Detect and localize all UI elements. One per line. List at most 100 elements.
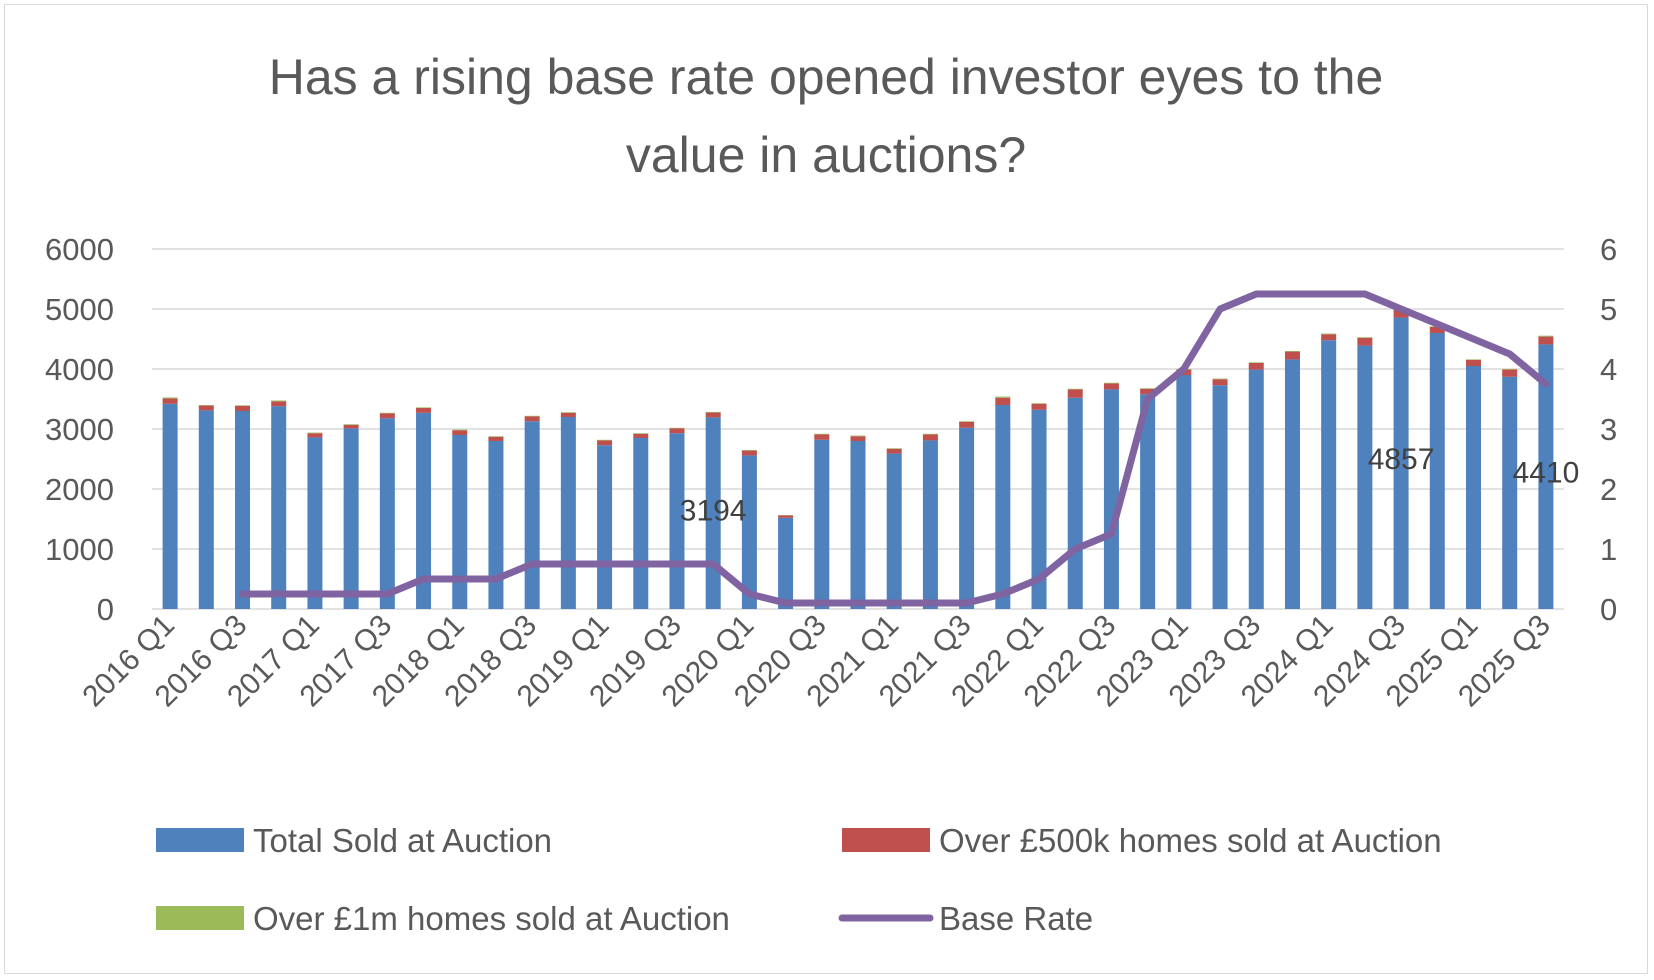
bar-segment-over-500k [669,428,685,434]
bar-segment-over-1m [343,424,359,425]
bar-segment-over-500k [778,515,794,518]
bar-segment-over-1m [850,435,866,437]
bar-segment-over-500k [705,412,721,418]
data-label: 4857 [1368,443,1435,476]
bar-segment-over-500k [1465,360,1481,366]
bar-segment-over-500k [235,405,251,411]
y-tick-label-right: 0 [1600,592,1617,627]
y-tick-label-right: 5 [1600,292,1617,327]
y-tick-label-right: 1 [1600,532,1617,567]
bar-segment-over-500k [959,421,975,428]
bar-segment-over-1m [1502,369,1518,370]
bar-segment-over-1m [524,415,540,417]
chart-title-line-1: Has a rising base rate opened investor e… [269,49,1384,105]
bar-segment-total [235,411,251,609]
bar-segment-over-500k [343,424,359,429]
legend-label-over-500k: Over £500k homes sold at Auction [939,822,1442,859]
bar-segment-over-500k [1031,403,1047,410]
bar-segment-over-500k [1140,388,1156,395]
y-tick-label-left: 2000 [45,472,114,507]
bar-segment-over-1m [886,448,902,449]
bar-segment-total [1176,375,1192,609]
bar-segment-over-1m [1321,333,1337,335]
bar-segment-total [1140,394,1156,609]
bar-segment-over-500k [597,440,613,446]
bar-segment-total [379,418,395,609]
bar-segment-over-500k [560,412,576,417]
y-tick-label-right: 3 [1600,412,1617,447]
bar-segment-over-1m [922,433,938,435]
legend-swatch-total [156,828,244,852]
bar-segment-over-500k [307,433,323,438]
bar-segment-over-500k [1284,351,1300,360]
data-labels: 3194 4857 4410 [680,443,1579,528]
bar-segment-over-1m [416,407,432,408]
bar-segment-over-1m [1140,388,1156,389]
bar-segment-total [778,517,794,609]
bar-segment-total [1103,389,1119,609]
base-rate-line-layer [239,290,1550,607]
bar-segment-over-500k [162,398,178,404]
bar-segment-over-1m [1067,388,1083,390]
bar-segment-over-1m [669,427,685,429]
bar-segment-over-500k [741,450,757,456]
bar-segment-total [1357,345,1373,609]
bar-segment-total [271,406,287,609]
bar-segment-over-1m [1357,337,1373,338]
bar-segment-total [922,440,938,609]
bar-segment-over-500k [524,416,540,422]
bar-segment-total [597,445,613,609]
bar-segment-over-500k [488,436,504,441]
bar-segment-total [343,428,359,609]
bar-segment-over-500k [1357,337,1373,346]
bar-segment-over-500k [633,433,649,438]
y-tick-label-left: 0 [97,592,114,627]
bar-segment-total [1538,344,1554,609]
bar-segment-over-1m [1248,362,1264,363]
bar-segment-over-1m [198,405,214,406]
bar-segment-total [488,441,504,609]
y-tick-label-left: 6000 [45,232,114,267]
bar-segment-over-500k [1321,334,1337,341]
bar-segment-over-1m [814,433,830,435]
bar-segment-total [1502,376,1518,609]
bar-segment-over-1m [1212,378,1228,380]
bar-segment-total [198,410,214,609]
bar-segment-total [1212,385,1228,609]
bar-segment-total [741,455,757,609]
bar-segment-over-1m [162,397,178,399]
bar-segment-over-1m [741,450,757,451]
bar-segment-total [1465,366,1481,609]
bar-segment-total [524,421,540,609]
bar-segment-over-1m [1284,351,1300,352]
legend-label-total: Total Sold at Auction [253,822,552,859]
data-label: 3194 [680,494,747,527]
bar-segment-over-1m [452,429,468,431]
bar-segment-total [1321,340,1337,609]
y-tick-label-left: 4000 [45,352,114,387]
bar-segment-over-500k [886,448,902,454]
bar-segment-total [1031,409,1047,609]
bar-segment-total [1284,359,1300,609]
bar-segment-over-500k [379,413,395,419]
y-tick-label-left: 5000 [45,292,114,327]
legend-swatch-over-500k [842,828,930,852]
bar-segment-over-1m [705,411,721,413]
y-tick-label-right: 4 [1600,352,1617,387]
bar-segment-over-1m [560,412,576,413]
bar-segment-over-1m [1103,382,1119,384]
bar-segment-total [1429,333,1445,609]
bar-segment-over-500k [814,434,830,440]
bar-segment-over-1m [307,432,323,434]
bars [162,308,1554,609]
bar-segment-over-500k [1067,389,1083,398]
y-tick-label-left: 1000 [45,532,114,567]
bar-segment-over-1m [271,400,287,402]
bar-segment-total [162,403,178,609]
bar-segment-total [850,441,866,609]
bar-segment-total [959,427,975,609]
bar-segment-total [452,435,468,609]
bar-segment-over-500k [271,401,287,407]
